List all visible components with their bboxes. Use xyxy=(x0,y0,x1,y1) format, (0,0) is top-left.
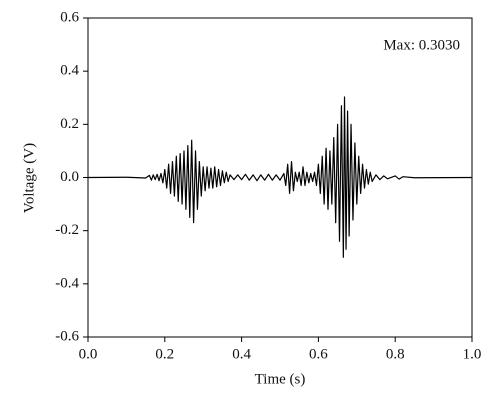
signal-line xyxy=(87,96,473,258)
y-tick-label: 0.0 xyxy=(60,169,79,185)
x-tick-label: 0.0 xyxy=(79,346,98,362)
y-axis-label: Voltage (V) xyxy=(21,143,37,213)
y-tick-label: 0.4 xyxy=(60,63,79,79)
y-tick-label: -0.2 xyxy=(55,222,79,238)
x-tick-label: 0.2 xyxy=(155,346,174,362)
annotation: Max: 0.3030 xyxy=(383,37,460,53)
x-tick-label: 0.8 xyxy=(386,346,405,362)
x-axis-label: Time (s) xyxy=(255,371,306,387)
x-tick-label: 1.0 xyxy=(463,346,482,362)
y-tick-label: 0.6 xyxy=(60,9,79,25)
y-tick-label: -0.4 xyxy=(55,275,79,291)
y-tick-label: 0.2 xyxy=(60,116,79,132)
x-tick-label: 0.4 xyxy=(232,346,251,362)
x-tick-label: 0.6 xyxy=(309,346,328,362)
y-tick-label: -0.6 xyxy=(55,328,79,344)
